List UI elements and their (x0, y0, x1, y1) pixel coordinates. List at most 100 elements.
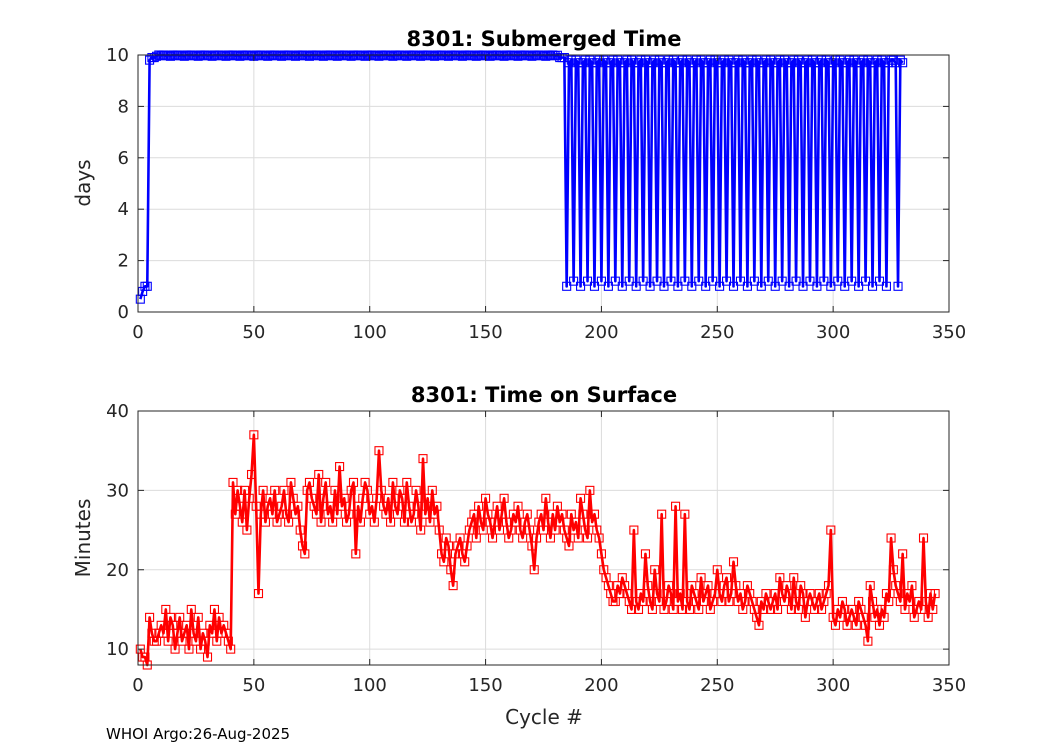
y-tick-label: 10 (106, 45, 129, 66)
data-point-marker (182, 620, 192, 630)
data-point-marker (610, 276, 620, 286)
data-point-marker (684, 604, 695, 614)
data-point-marker (469, 509, 479, 519)
data-point-marker (754, 620, 764, 630)
data-point-marker (351, 549, 361, 559)
x-tick-label: 300 (816, 675, 850, 696)
data-point-marker (576, 493, 586, 503)
data-point-marker (226, 644, 236, 654)
data-point-marker (233, 485, 243, 495)
data-point-marker (566, 509, 576, 519)
data-point-marker (842, 58, 852, 68)
data-point-marker (369, 517, 379, 527)
data-point-marker (615, 589, 625, 599)
data-point-marker (789, 55, 799, 65)
data-point-marker (647, 58, 657, 68)
data-point-marker (784, 281, 794, 291)
data-point-marker (300, 549, 310, 559)
data-point-marker (833, 276, 843, 286)
data-point-marker (745, 58, 755, 68)
data-point-marker (172, 628, 182, 638)
x-axis-label: Cycle # (505, 705, 583, 729)
data-point-marker (694, 604, 704, 614)
data-point-marker (638, 596, 648, 607)
data-point-marker (318, 493, 328, 503)
data-point-marker (733, 55, 743, 65)
data-point-marker (293, 501, 303, 511)
data-point-marker (492, 501, 502, 511)
data-point-marker (826, 525, 836, 535)
data-point-marker (316, 517, 326, 527)
data-point-marker (589, 281, 600, 291)
data-point-marker (460, 557, 470, 567)
y-tick-label: 40 (106, 401, 129, 422)
data-point-marker (265, 493, 275, 503)
data-point-marker (277, 501, 287, 511)
data-point-marker (170, 644, 180, 654)
data-point-marker (214, 612, 224, 622)
data-point-marker (381, 509, 391, 519)
data-point-marker (288, 493, 298, 503)
data-point-marker (411, 485, 421, 495)
data-point-marker (527, 541, 537, 551)
data-point-marker (321, 477, 331, 487)
data-point-marker (358, 493, 368, 503)
axes-frame (137, 54, 950, 313)
y-tick-label: 0 (118, 302, 129, 323)
data-point-marker (633, 58, 644, 68)
data-point-marker (221, 51, 231, 61)
data-point-marker (416, 525, 426, 535)
data-point-marker (807, 55, 817, 65)
data-point-marker (499, 493, 509, 503)
data-point-marker (738, 55, 748, 65)
data-point-marker (798, 281, 808, 291)
data-point-marker (242, 525, 252, 535)
data-point-marker (740, 58, 750, 68)
x-tick-label: 150 (468, 322, 502, 343)
data-point-marker (775, 573, 785, 583)
data-point-marker (928, 604, 938, 614)
data-point-marker (237, 517, 247, 527)
data-point-marker (645, 281, 655, 291)
data-point-marker (562, 281, 572, 291)
data-point-marker (895, 55, 905, 65)
y-tick-label: 6 (118, 148, 129, 169)
data-point-marker (654, 55, 664, 65)
data-point-marker (657, 509, 667, 519)
data-point-marker (770, 281, 780, 291)
data-point-marker (569, 276, 579, 286)
data-point-marker (145, 612, 155, 622)
data-point-marker (652, 276, 662, 286)
data-point-marker (877, 55, 887, 65)
x-tick-label: 300 (816, 322, 850, 343)
data-point-marker (230, 509, 240, 519)
y-tick-label: 10 (106, 639, 129, 660)
data-point-marker (921, 596, 931, 607)
data-point-marker (543, 517, 553, 527)
x-tick-label: 250 (700, 322, 734, 343)
data-point-marker (705, 55, 715, 65)
y-tick-label: 20 (106, 560, 129, 581)
data-point-marker (418, 454, 428, 464)
data-point-marker (348, 477, 359, 487)
data-point-marker (541, 493, 551, 503)
data-point-marker (304, 477, 315, 487)
data-point-marker (402, 477, 412, 487)
data-point-marker (179, 51, 189, 61)
data-point-marker (497, 509, 507, 519)
data-point-marker (747, 55, 757, 65)
chart-title: 8301: Time on Surface (411, 383, 677, 407)
data-point-marker (728, 281, 739, 291)
data-point-marker (499, 51, 509, 61)
data-point-marker (851, 58, 861, 68)
plot-area (138, 55, 949, 312)
data-point-marker (647, 604, 657, 614)
data-point-marker (643, 581, 653, 591)
data-point-marker (582, 276, 593, 286)
data-point-marker (886, 533, 896, 543)
chart-submerged-time: 8301: Submerged Time days 0 50 100 150 200 25… (71, 27, 966, 343)
data-point-marker (573, 533, 583, 543)
data-point-marker (766, 55, 776, 65)
data-point-marker (865, 58, 875, 68)
data-point-marker (905, 596, 915, 607)
